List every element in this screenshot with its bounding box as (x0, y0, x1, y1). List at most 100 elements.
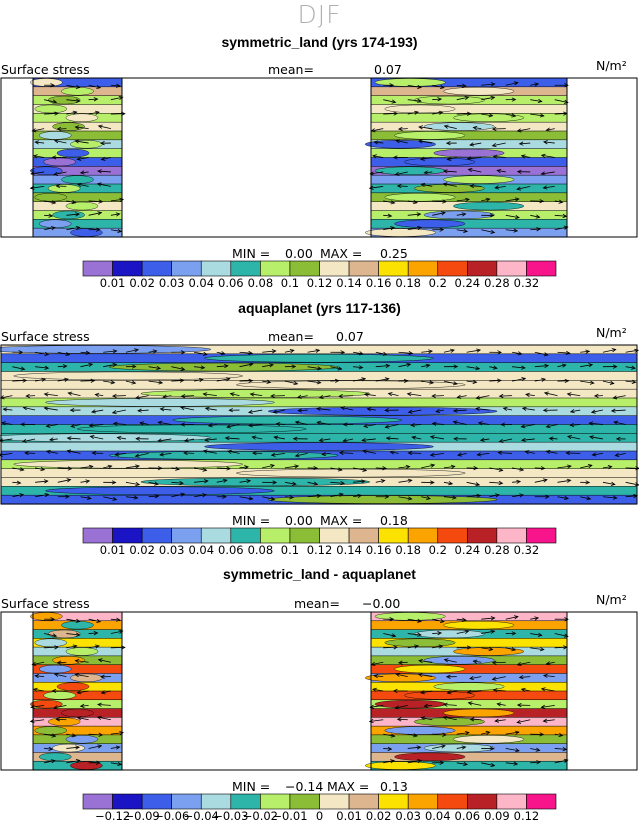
panel-2-vector (557, 364, 566, 368)
panel-2-vector-head (321, 451, 326, 457)
panel-2-vector-head (88, 423, 94, 428)
panel-1-band (371, 192, 567, 203)
panel-2-vector-head (452, 408, 458, 413)
panel-2-vector (466, 349, 481, 353)
panel-2-vector-head (429, 380, 435, 385)
panel-2-vector (525, 451, 535, 454)
panel-1-contour-patch (423, 122, 495, 131)
panel-2-vector-head (498, 438, 504, 444)
panel-2-vector-head (540, 466, 546, 471)
panel-2-vector-head (159, 407, 165, 412)
panel-2-contour-patch (13, 460, 243, 469)
panel-2-vector (625, 495, 638, 498)
panel-2-vector (3, 408, 13, 411)
panel-2-vector (375, 479, 385, 483)
panel-3-vector (44, 633, 57, 637)
panel-1-contour-patch (404, 157, 476, 167)
panel-1-band (371, 104, 567, 114)
panel-1-vector (88, 111, 100, 115)
panel-2-vector-head (85, 479, 91, 484)
panel-1-vector-head (32, 154, 38, 159)
panel-2-contour-patch (204, 354, 434, 363)
panel-1-vector (369, 186, 384, 189)
panel-3-vector (77, 690, 89, 694)
panel-1-vector-head (540, 171, 546, 176)
panel-2-vector (611, 409, 626, 412)
panel-1-vector (66, 227, 80, 231)
panel-1-vector (530, 214, 540, 218)
panel-1-vector-head (417, 225, 423, 231)
colorbar-2-swatch (407, 527, 439, 544)
panel-3-frame (0, 611, 638, 771)
panel-2-vector (602, 481, 615, 485)
panel-1-band (371, 78, 567, 88)
panel-2-vector-head (116, 435, 122, 441)
panel-3-vector-head (467, 701, 473, 706)
panel-3-vector (456, 746, 466, 749)
panel-2-vector-head (179, 480, 184, 486)
panel-3-contour-patch (423, 656, 495, 665)
panel-2-vector-head (248, 423, 253, 428)
panel-3-vector (66, 746, 80, 749)
panel-2-vector-head (561, 363, 567, 368)
panel-3-vector (53, 704, 67, 709)
panel-2-vector (522, 407, 535, 411)
panel-2-contour-patch (108, 362, 339, 372)
panel-3-vector (88, 618, 101, 623)
panel-1-vector-head (545, 127, 551, 132)
panel-2-vector-head (1, 421, 7, 426)
panel-2-vector-head (585, 349, 591, 354)
panel-2-frame (0, 344, 638, 505)
panel-1-vector (492, 142, 506, 147)
panel-2-vector-head (612, 495, 618, 500)
panel-3-vector (383, 733, 395, 737)
panel-2-vector (557, 465, 572, 469)
panel-3-contour-patch (413, 717, 485, 726)
panel-3-vector (33, 688, 45, 692)
panel-2-vector (284, 481, 296, 485)
panel-3-vector-head (518, 675, 524, 680)
panel-3-vector-head (74, 672, 80, 678)
panel-2-vector (148, 380, 163, 384)
panel-2-vector (295, 453, 308, 457)
panel-3-vector (530, 748, 540, 751)
panel-2-mean-value: 0.07 (336, 329, 364, 344)
panel-2-vector (89, 424, 104, 427)
panel-2-vector-head (361, 479, 366, 484)
colorbar-2-tick-label: 0.1 (281, 543, 299, 557)
panel-1-vector-head (463, 228, 469, 233)
panel-2-vector (194, 480, 208, 483)
panel-3-vector (407, 633, 422, 636)
panel-2-vector-head (317, 366, 323, 371)
panel-2-vector-head (41, 377, 47, 382)
panel-2-vector-head (589, 435, 594, 440)
panel-2-vector (534, 365, 549, 368)
panel-2-vector (412, 436, 422, 440)
panel-2-vector-head (202, 392, 208, 397)
panel-2-vector-head (291, 481, 297, 486)
colorbar-3-swatch (496, 793, 527, 810)
panel-2-vector (570, 409, 581, 413)
panel-2-vector (398, 479, 412, 483)
panel-2-vector-head (500, 422, 506, 427)
panel-3-vector (44, 733, 56, 737)
panel-2-vector (262, 496, 275, 500)
panel-3-vector (110, 732, 124, 735)
panel-1-vector (467, 157, 482, 160)
panel-1-vector-head (491, 126, 497, 132)
panel-1-contour-patch (413, 184, 485, 193)
panel-3-vector-head (542, 673, 548, 678)
panel-2-vector-head (316, 493, 322, 499)
panel-3-vector-head (439, 760, 445, 765)
panel-2-vector (225, 437, 240, 440)
panel-1-vector (554, 226, 568, 231)
panel-2-vector-head (67, 466, 73, 471)
panel-2-vector (430, 453, 444, 456)
colorbar-1-swatch (378, 260, 409, 277)
panel-1-vector-head (74, 139, 80, 144)
panel-2-vector (339, 395, 354, 397)
panel-1-band (33, 131, 122, 141)
panel-2-vector-head (429, 452, 435, 457)
panel-2-vector (112, 409, 127, 414)
panel-3-vector-head (442, 715, 448, 720)
